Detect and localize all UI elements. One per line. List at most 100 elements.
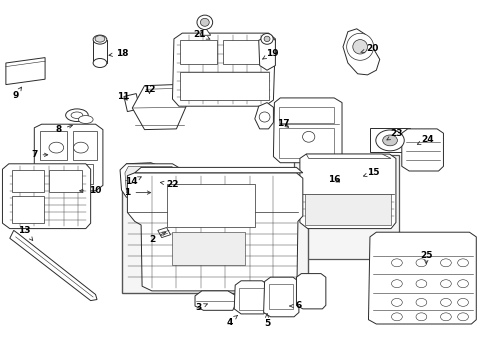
Polygon shape <box>343 29 380 75</box>
Bar <box>122 171 308 293</box>
Polygon shape <box>135 167 303 173</box>
Text: 20: 20 <box>361 44 379 53</box>
Ellipse shape <box>458 280 468 288</box>
Bar <box>47 164 93 184</box>
Polygon shape <box>264 277 299 317</box>
Text: 2: 2 <box>149 232 166 244</box>
Ellipse shape <box>303 131 315 142</box>
Ellipse shape <box>392 313 402 321</box>
Ellipse shape <box>353 40 368 54</box>
Ellipse shape <box>458 259 468 267</box>
Text: 4: 4 <box>226 315 238 327</box>
Bar <box>294 155 399 259</box>
Polygon shape <box>132 85 186 130</box>
Ellipse shape <box>383 135 397 146</box>
Ellipse shape <box>416 280 427 288</box>
Ellipse shape <box>416 313 427 321</box>
Ellipse shape <box>441 313 451 321</box>
Polygon shape <box>305 194 391 225</box>
Ellipse shape <box>78 116 93 123</box>
Ellipse shape <box>259 112 270 122</box>
Ellipse shape <box>93 58 107 68</box>
Bar <box>49 170 82 192</box>
Bar <box>73 131 97 160</box>
Bar <box>12 170 44 192</box>
Ellipse shape <box>346 33 374 60</box>
Text: 22: 22 <box>160 180 179 189</box>
Text: 6: 6 <box>290 302 302 310</box>
Text: 13: 13 <box>18 226 33 240</box>
Polygon shape <box>255 103 273 129</box>
Ellipse shape <box>416 298 427 306</box>
Text: 5: 5 <box>264 314 270 328</box>
Bar <box>40 131 67 160</box>
Ellipse shape <box>441 259 451 267</box>
Bar <box>12 196 44 223</box>
Text: 16: 16 <box>328 175 341 184</box>
Ellipse shape <box>458 298 468 306</box>
Polygon shape <box>273 98 342 163</box>
Text: 19: 19 <box>263 49 278 59</box>
Polygon shape <box>10 230 97 301</box>
Ellipse shape <box>71 112 83 118</box>
Bar <box>172 232 245 265</box>
Bar <box>279 128 334 158</box>
Text: 18: 18 <box>109 49 129 58</box>
Text: 15: 15 <box>364 168 380 177</box>
Polygon shape <box>2 164 91 229</box>
Ellipse shape <box>416 259 427 267</box>
Polygon shape <box>172 33 275 106</box>
Polygon shape <box>200 27 211 35</box>
Ellipse shape <box>66 109 88 122</box>
Bar <box>223 40 270 64</box>
Text: 3: 3 <box>196 303 207 312</box>
Ellipse shape <box>95 36 105 42</box>
Text: 12: 12 <box>143 85 156 94</box>
Polygon shape <box>34 124 103 191</box>
Ellipse shape <box>200 18 209 26</box>
Polygon shape <box>122 163 171 200</box>
Bar <box>370 128 410 152</box>
Polygon shape <box>120 164 180 197</box>
Ellipse shape <box>441 298 451 306</box>
Ellipse shape <box>49 142 64 153</box>
Polygon shape <box>296 274 326 309</box>
Text: 24: 24 <box>417 135 434 144</box>
Ellipse shape <box>441 280 451 288</box>
Text: 10: 10 <box>80 186 102 195</box>
Ellipse shape <box>458 313 468 321</box>
Polygon shape <box>125 166 175 193</box>
Polygon shape <box>259 35 275 70</box>
Polygon shape <box>300 154 396 229</box>
Ellipse shape <box>392 298 402 306</box>
Ellipse shape <box>261 33 273 44</box>
Text: 8: 8 <box>56 125 73 134</box>
Ellipse shape <box>197 15 213 30</box>
Ellipse shape <box>129 167 163 194</box>
Ellipse shape <box>74 142 88 153</box>
Text: 25: 25 <box>420 251 433 264</box>
Polygon shape <box>306 154 391 158</box>
Polygon shape <box>124 94 140 112</box>
Bar <box>279 107 334 123</box>
Polygon shape <box>158 228 171 238</box>
Bar <box>239 288 264 310</box>
Text: 17: 17 <box>277 119 290 128</box>
Ellipse shape <box>137 173 155 188</box>
Bar <box>269 284 293 309</box>
Polygon shape <box>93 40 107 63</box>
Text: 21: 21 <box>194 30 210 39</box>
Bar <box>180 40 217 64</box>
Polygon shape <box>6 58 45 85</box>
Polygon shape <box>195 291 235 310</box>
Text: 7: 7 <box>31 150 48 159</box>
Text: 14: 14 <box>125 177 141 186</box>
Polygon shape <box>402 129 443 171</box>
Text: 11: 11 <box>117 92 130 101</box>
Polygon shape <box>234 281 269 314</box>
Bar <box>180 72 269 100</box>
Ellipse shape <box>264 36 270 41</box>
Polygon shape <box>368 232 476 324</box>
Text: 1: 1 <box>124 188 150 197</box>
Polygon shape <box>127 173 303 291</box>
